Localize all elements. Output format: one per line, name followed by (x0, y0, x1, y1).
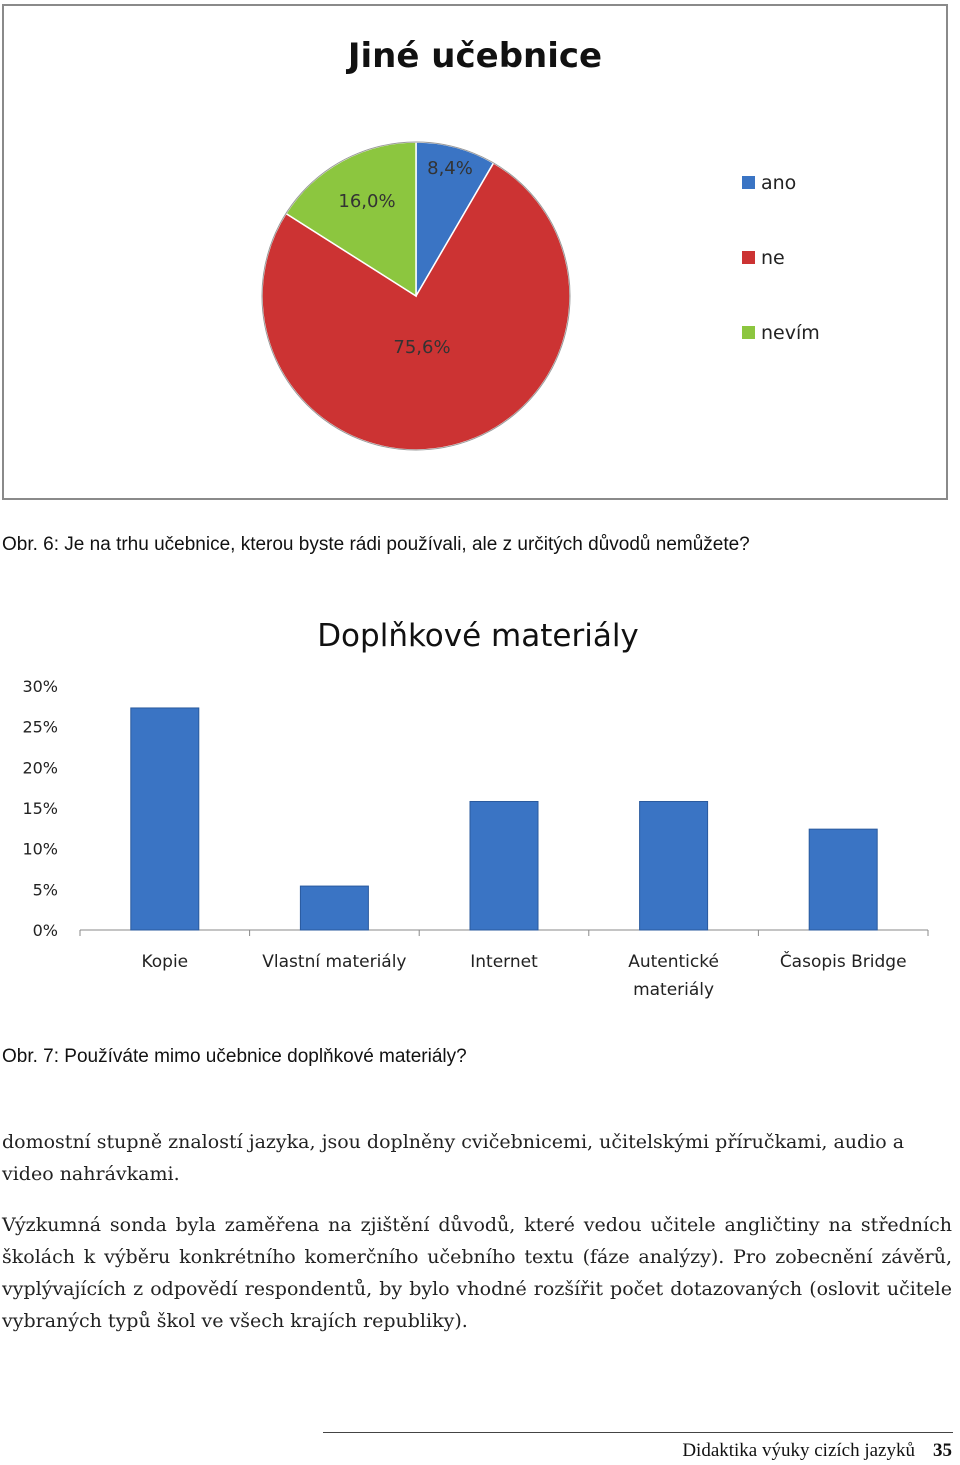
bar-kopie (130, 707, 200, 931)
legend-swatch-ano (742, 176, 755, 189)
footer-rule (323, 1432, 953, 1433)
pie-value-label-ano: 8,4% (427, 158, 473, 179)
pie-chart: 8,4% 75,6% 16,0% ano ne nevím (261, 141, 820, 451)
x-category-label-autenticke-materialy: Autentické (628, 952, 719, 972)
legend-swatch-nevim (742, 326, 755, 339)
x-category-label-kopie: Kopie (141, 952, 188, 972)
pie-chart-frame: Jiné učebnice 8,4% 75,6% 16,0% ano ne nevím (2, 4, 948, 500)
pie-value-label-nevim: 16,0% (338, 191, 395, 212)
paragraph-2: Výzkumná sonda byla zaměřena na zjištění… (2, 1214, 952, 1332)
legend-label-ano: ano (761, 172, 796, 194)
y-tick-label: 25% (22, 718, 58, 737)
bar-autenticke-materialy (639, 800, 709, 931)
pie-chart-title: Jiné učebnice (347, 36, 603, 76)
bar-internet (469, 800, 539, 931)
bar-chart: Doplňkové materiály 0% 5% 10% 15% 20% 25% 30% K… (22, 618, 929, 1000)
y-tick-label: 20% (22, 758, 58, 777)
page-number: 35 (933, 1440, 952, 1461)
bar-casopis-bridge (808, 828, 878, 931)
figure-6-caption: Obr. 6: Je na trhu učebnice, kterou byst… (2, 534, 750, 555)
y-tick-label: 0% (33, 921, 58, 940)
y-tick-label: 30% (22, 677, 58, 696)
y-tick-label: 5% (33, 880, 58, 899)
y-tick-label: 10% (22, 840, 58, 859)
bar-chart-title: Doplňkové materiály (317, 618, 639, 654)
legend-label-ne: ne (761, 247, 785, 269)
x-category-label-casopis-bridge: Časopis Bridge (780, 950, 907, 972)
bar-vlastni-materialy (299, 885, 369, 931)
legend-swatch-ne (742, 251, 755, 264)
footer-title: Didaktika výuky cizích jazyků (682, 1440, 915, 1461)
x-category-label-vlastni-materialy: Vlastní materiály (262, 952, 406, 972)
figure-7-caption: Obr. 7: Používáte mimo učebnice doplňkov… (2, 1046, 467, 1067)
x-category-label-autenticke-materialy: materiály (633, 980, 714, 1000)
pie-value-label-ne: 75,6% (393, 337, 450, 358)
paragraph-1: domostní stupně znalostí jazyka, jsou do… (2, 1131, 905, 1185)
page-footer: Didaktika výuky cizích jazyků 35 (682, 1440, 952, 1462)
x-category-label-internet: Internet (470, 952, 538, 972)
y-tick-label: 15% (22, 799, 58, 818)
pie-outline (261, 141, 571, 451)
legend-label-nevim: nevím (761, 322, 820, 344)
